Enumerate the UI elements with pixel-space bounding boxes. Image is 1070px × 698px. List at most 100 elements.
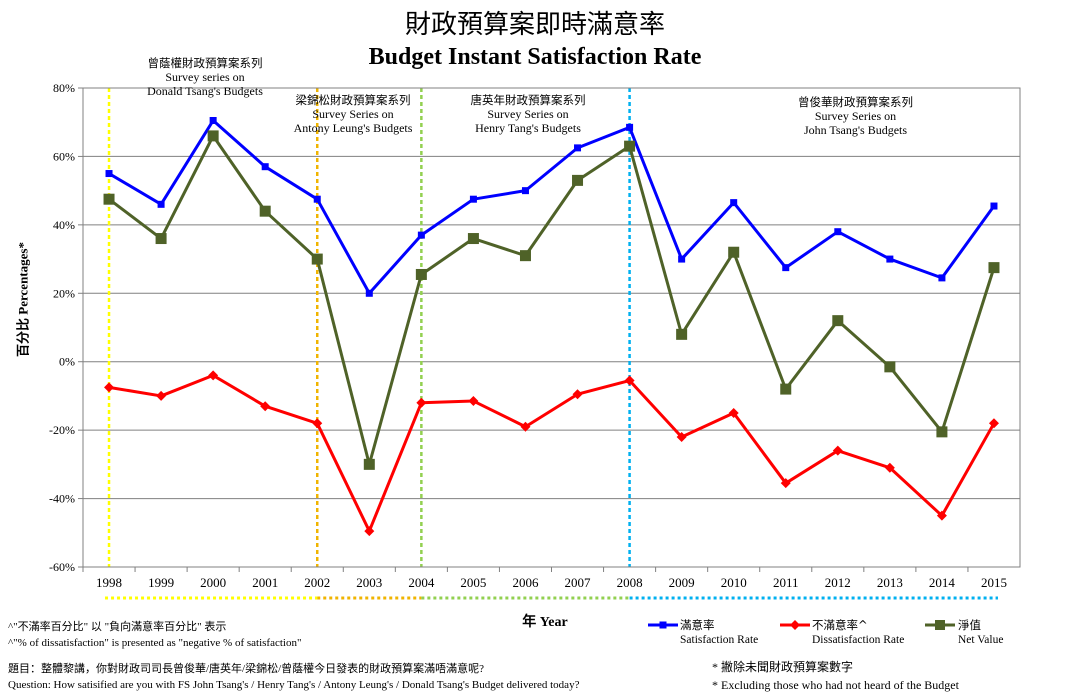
satisfaction-point: [938, 274, 946, 282]
legend-net: 淨值 Net Value: [958, 618, 1003, 648]
x-tick-label: 2007: [565, 575, 592, 590]
satisfaction-point: [209, 117, 217, 125]
legend-net-en: Net Value: [958, 634, 1004, 646]
net-point: [415, 268, 427, 280]
dissatisfaction-point: [416, 397, 427, 408]
net-point: [832, 315, 844, 327]
net-point: [311, 253, 323, 265]
era-label-john: 曾俊華財政預算案系列 Survey Series on John Tsang's…: [783, 95, 928, 137]
satisfaction-point: [313, 195, 321, 203]
satisfaction-point: [834, 228, 842, 236]
legend-net-zh: 淨值: [958, 618, 981, 632]
note-star-en: * Excluding those who had not heard of t…: [712, 678, 959, 692]
dissatisfaction-point: [468, 396, 479, 407]
satisfaction-point: [469, 195, 477, 203]
x-tick-label: 2013: [877, 575, 903, 590]
axis-layer: 80% 60% 40% 20% 0% -20% -40% -60% 1998 1999 2000 20…: [49, 81, 1021, 590]
net-point: [884, 361, 896, 373]
legend-layer: [648, 620, 955, 630]
net-line: [108, 134, 996, 466]
dissatisfaction-line: [108, 373, 996, 533]
dissatisfaction-point: [728, 408, 739, 419]
satisfaction-line: [108, 119, 996, 295]
y-tick-label: -60%: [49, 560, 75, 574]
x-tick-label: 2000: [200, 575, 226, 590]
dissatisfaction-point: [988, 418, 999, 429]
net-point: [936, 426, 948, 438]
dissatisfaction-legend-marker: [790, 620, 800, 630]
era-label-henry: 唐英年財政預算案系列 Survey Series on Henry Tang's…: [458, 93, 598, 135]
era-label-john-en2: John Tsang's Budgets: [803, 123, 908, 137]
x-axis-label: 年 Year: [490, 611, 600, 631]
x-tick-label: 2008: [617, 575, 643, 590]
plot-border: [82, 87, 1021, 568]
dissatisfaction-point: [156, 390, 167, 401]
y-axis-label: 百分比 Percentages*: [13, 210, 32, 390]
net-legend-marker: [935, 620, 945, 630]
dissatisfaction-point: [624, 375, 635, 386]
x-tick-label: 2009: [669, 575, 695, 590]
legend-dissatisfaction-zh: 不滿意率^: [812, 618, 868, 632]
dissatisfaction-point: [936, 510, 947, 521]
y-tick-label: -20%: [49, 423, 75, 437]
x-tick-label: 2005: [460, 575, 486, 590]
net-point: [207, 130, 219, 142]
legend-satisfaction: 滿意率 Satisfaction Rate: [680, 618, 758, 648]
satisfaction-point: [626, 123, 634, 131]
net-point: [728, 246, 740, 258]
satisfaction-point: [261, 163, 269, 171]
dissatisfaction-point: [884, 462, 895, 473]
x-tick-label: 2010: [721, 575, 747, 590]
net-point: [572, 174, 584, 186]
net-point: [259, 205, 271, 217]
y-tick-label: 60%: [53, 149, 75, 163]
net-point: [103, 193, 115, 205]
chart-title-zh: 財政預算案即時滿意率: [404, 10, 665, 40]
x-tick-label: 2002: [304, 575, 330, 590]
era-label-antony-en2: Antony Leung's Budgets: [293, 121, 413, 135]
era-label-antony-zh: 梁錦松財政預算案系列: [295, 93, 411, 107]
dissatisfaction-point: [364, 526, 375, 537]
satisfaction-point: [521, 187, 529, 195]
legend-satisfaction-en: Satisfaction Rate: [680, 634, 759, 646]
era-layer: [105, 88, 998, 600]
x-tick-label: 2011: [773, 575, 799, 590]
chart-title-en: Budget Instant Satisfaction Rate: [368, 44, 702, 70]
x-tick-label: 2004: [408, 575, 435, 590]
x-axis-label-zh: 年: [522, 614, 537, 630]
era-label-henry-en2: Henry Tang's Budgets: [475, 121, 581, 135]
era-label-antony: 梁錦松財政預算案系列 Survey Series on Antony Leung…: [283, 93, 423, 135]
satisfaction-point: [574, 144, 582, 152]
dissatisfaction-point: [520, 421, 531, 432]
note-caret-zh: ^"不滿率百分比" 以 "負向滿意率百分比" 表示: [8, 621, 227, 633]
satisfaction-point: [990, 202, 998, 210]
dissatisfaction-point: [832, 445, 843, 456]
x-tick-label: 2001: [252, 575, 278, 590]
note-caret-en: ^"% of dissatisfaction" is presented as …: [8, 637, 302, 649]
net-point: [624, 140, 636, 152]
dissatisfaction-point: [208, 370, 219, 381]
x-tick-label: 1999: [148, 575, 174, 590]
satisfaction-point: [365, 289, 373, 297]
satisfaction-point: [730, 199, 738, 207]
note-star-zh: * 撇除未聞財政預算案數字: [712, 660, 854, 674]
net-point: [363, 458, 375, 470]
era-label-henry-en1: Survey Series on: [487, 107, 569, 121]
era-label-antony-en1: Survey Series on: [312, 107, 394, 121]
grid-layer: [83, 155, 1020, 500]
y-tick-label: 80%: [53, 81, 75, 95]
x-tick-label: 2015: [981, 575, 1007, 590]
net-point: [780, 383, 792, 395]
era-label-donald: 曾蔭權財政預算案系列 Survey series on Donald Tsang…: [130, 56, 280, 98]
satisfaction-point: [782, 264, 790, 272]
x-tick-label: 2006: [512, 575, 539, 590]
note-question-en: Question: How satisified are you with FS…: [8, 679, 580, 691]
legend-satisfaction-zh: 滿意率: [680, 618, 715, 632]
y-tick-label: -40%: [49, 492, 75, 506]
era-label-donald-en1: Survey series on: [165, 70, 245, 84]
net-point: [519, 250, 531, 262]
dissatisfaction-point: [572, 389, 583, 400]
y-tick-label: 0%: [59, 355, 75, 369]
